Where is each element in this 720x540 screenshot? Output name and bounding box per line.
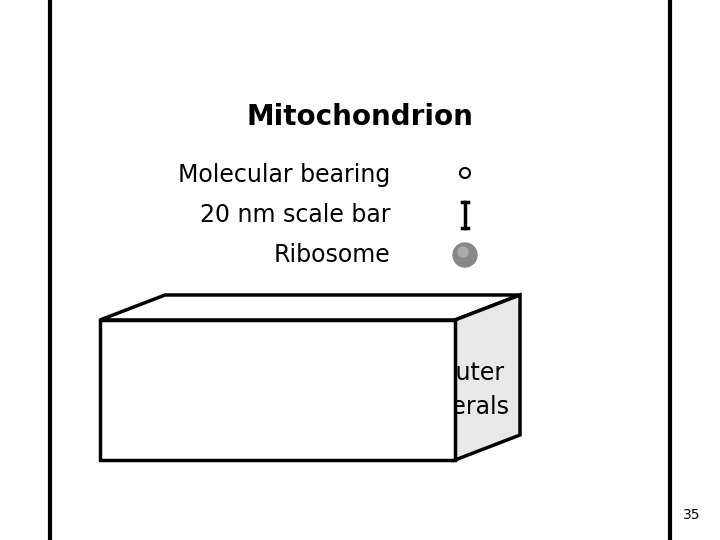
Text: 35: 35 xyxy=(683,508,700,522)
Circle shape xyxy=(458,247,468,257)
Text: 20 nm scale bar: 20 nm scale bar xyxy=(199,203,390,227)
Polygon shape xyxy=(100,320,455,460)
Text: Ribosome: Ribosome xyxy=(274,243,390,267)
Circle shape xyxy=(453,243,477,267)
Polygon shape xyxy=(100,295,520,320)
Text: Molecular bearing: Molecular bearing xyxy=(178,163,390,187)
Text: Molecular computer: Molecular computer xyxy=(268,361,503,385)
Polygon shape xyxy=(455,295,520,460)
Text: Mitochondrion: Mitochondrion xyxy=(246,103,474,131)
Text: (4-bit) + peripherals: (4-bit) + peripherals xyxy=(268,395,508,419)
